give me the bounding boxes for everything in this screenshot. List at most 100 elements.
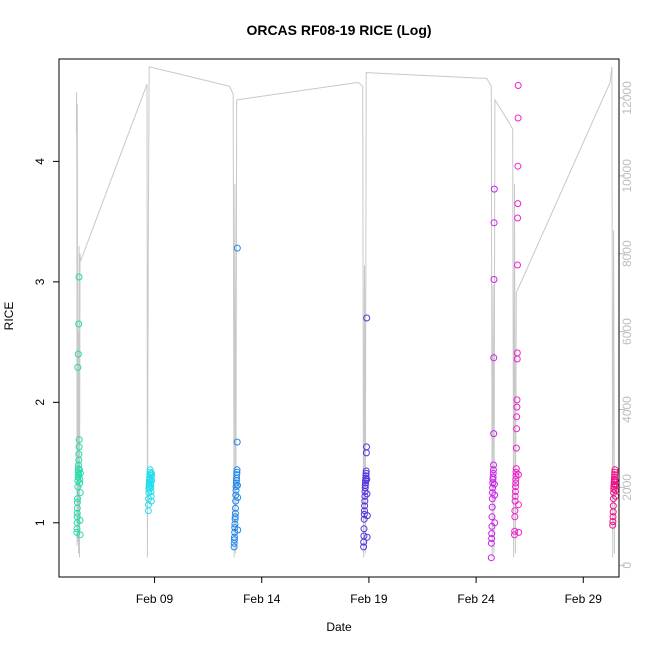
data-point	[234, 526, 242, 534]
x-tick-label: Feb 24	[457, 592, 495, 606]
data-point	[514, 114, 522, 122]
data-point	[488, 535, 496, 542]
data-point	[76, 479, 84, 487]
data-point	[513, 425, 521, 433]
data-point	[489, 469, 497, 477]
data-point	[361, 497, 369, 505]
data-point	[511, 492, 519, 500]
data-point	[360, 543, 368, 551]
data-point	[610, 478, 618, 486]
data-point	[490, 354, 498, 362]
data-point	[231, 533, 238, 541]
data-point	[148, 472, 156, 480]
data-point	[75, 471, 83, 479]
x-axis-label: Date	[326, 620, 352, 634]
data-point	[75, 461, 82, 469]
data-point	[76, 469, 84, 477]
data-point	[363, 443, 370, 451]
data-point	[231, 513, 239, 521]
data-point	[513, 396, 521, 404]
data-point	[363, 490, 371, 498]
data-point	[513, 349, 521, 357]
data-point	[233, 466, 241, 474]
data-point	[231, 520, 239, 528]
data-point	[611, 481, 619, 489]
data-point	[234, 481, 241, 489]
data-point	[489, 473, 497, 481]
data-point	[362, 467, 370, 475]
data-point	[230, 543, 238, 551]
data-point	[230, 536, 238, 544]
data-point	[232, 504, 239, 512]
x-tick-label: Feb 09	[136, 592, 174, 606]
data-point	[74, 363, 82, 371]
data-point	[489, 484, 497, 492]
data-point	[363, 533, 371, 541]
y-left-tick-label: 2	[33, 399, 47, 406]
data-point	[147, 488, 155, 495]
data-point	[363, 314, 371, 322]
data-point	[513, 413, 521, 421]
data-point	[490, 430, 498, 438]
data-point	[233, 438, 241, 446]
data-point	[148, 477, 156, 485]
data-point	[487, 554, 495, 562]
data-point	[490, 219, 498, 227]
y-left-tick-label: 1	[33, 519, 47, 526]
data-point	[76, 466, 83, 474]
data-point	[147, 492, 155, 500]
x-tick-label: Feb 19	[350, 592, 388, 606]
data-point	[360, 532, 368, 540]
series-rf09	[144, 466, 156, 515]
series-rf13	[511, 82, 523, 539]
data-point	[514, 261, 521, 269]
data-point	[487, 539, 495, 547]
data-point	[362, 479, 369, 487]
data-point	[75, 450, 83, 458]
data-point	[490, 185, 498, 193]
data-point	[147, 484, 155, 492]
data-point	[514, 471, 522, 479]
data-point	[75, 273, 83, 281]
data-point	[75, 320, 83, 328]
y-right-tick-label: 10000	[620, 159, 634, 193]
data-point	[611, 477, 619, 485]
data-point	[512, 483, 519, 491]
data-point	[363, 475, 371, 483]
y-left-tick-label: 3	[33, 278, 47, 285]
data-point	[488, 530, 496, 538]
data-point	[75, 436, 83, 444]
data-point	[512, 465, 520, 473]
data-point	[490, 461, 497, 469]
y-right-tick-label: 12000	[620, 81, 634, 115]
data-point	[76, 489, 84, 497]
data-point	[76, 531, 84, 539]
data-point	[512, 468, 520, 476]
data-point	[511, 507, 519, 515]
data-point	[74, 350, 82, 358]
data-point	[488, 513, 496, 521]
data-point	[514, 200, 522, 208]
data-point	[611, 473, 618, 481]
data-point	[232, 486, 240, 494]
data-point	[512, 479, 520, 487]
data-point	[73, 509, 81, 517]
data-point	[147, 469, 155, 477]
data-point	[233, 468, 241, 476]
data-point	[74, 495, 81, 503]
data-point	[361, 502, 369, 510]
data-point	[511, 488, 519, 495]
x-tick-label: Feb 29	[565, 592, 603, 606]
y-axis-label: RICE	[2, 302, 16, 331]
y-right-tick-label: 8000	[620, 240, 634, 267]
data-point	[147, 497, 155, 505]
data-point	[512, 444, 520, 452]
series-rf14	[609, 466, 620, 529]
data-point	[233, 471, 241, 479]
data-point	[491, 519, 499, 527]
data-point	[611, 466, 619, 474]
y-right-tick-label: 4000	[620, 396, 634, 423]
data-point	[491, 491, 499, 499]
data-point	[611, 468, 619, 476]
